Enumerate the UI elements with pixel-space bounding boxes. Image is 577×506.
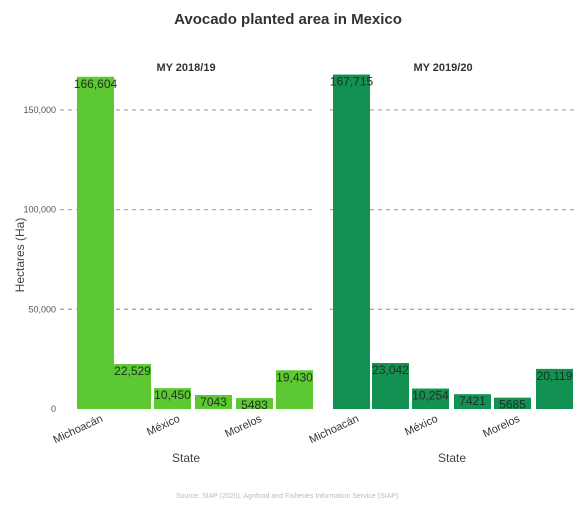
x-tick-label: México [403, 413, 440, 439]
bar [236, 398, 273, 409]
chart-title: Avocado planted area in Mexico [174, 11, 402, 28]
y-axis-label: Hectares (Ha) [13, 218, 27, 293]
bar [195, 394, 232, 409]
bar [114, 364, 151, 409]
bar-value-label: 10,450 [154, 388, 191, 402]
y-ticks: 0 50,000 100,000 150,000 [23, 105, 56, 414]
bar [494, 397, 531, 409]
x-tick-label: México [145, 413, 182, 439]
bar-value-label: 166,604 [74, 77, 118, 91]
bar-value-label: 20,119 [537, 369, 573, 383]
y-tick-label: 150,000 [23, 105, 56, 115]
source-note: Source: SIAP (2020). Agrifood and Fisher… [176, 493, 400, 500]
bar-value-label: 7043 [200, 395, 227, 409]
bar-value-label: 19,430 [276, 370, 313, 384]
panel-title-2019: MY 2019/20 [413, 62, 472, 74]
x-tick-label: Michoacán [51, 413, 104, 446]
bar-value-label: 23,042 [372, 363, 409, 377]
y-tick-label: 0 [51, 404, 56, 414]
bar [333, 74, 370, 410]
bar-value-label: 10,254 [412, 389, 449, 403]
gridlines [60, 109, 577, 310]
bar-value-label: 5685 [499, 398, 526, 412]
x-tick-label: Morelos [223, 413, 264, 441]
x-ticks: Michoacán México Morelos Michoacán México Mor… [51, 413, 522, 447]
x-axis-label-left: State [172, 451, 200, 465]
bar-value-label: 167,715 [330, 75, 374, 89]
x-tick-label: Michoacán [307, 413, 360, 446]
bar-value-label: 7421 [459, 394, 486, 408]
bar [154, 388, 191, 409]
bar [536, 368, 573, 409]
bar [454, 394, 491, 409]
panel-title-2018: MY 2018/19 [156, 62, 215, 74]
bar [412, 388, 449, 409]
x-axis-label-right: State [438, 451, 466, 465]
y-tick-label: 50,000 [28, 304, 56, 314]
bar [77, 76, 114, 409]
x-tick-label: Morelos [481, 413, 522, 441]
bar [372, 363, 409, 409]
bar [276, 370, 313, 409]
bar-value-label: 22,529 [114, 364, 151, 378]
bar-value-label: 5483 [241, 398, 268, 412]
y-tick-label: 100,000 [23, 205, 56, 215]
